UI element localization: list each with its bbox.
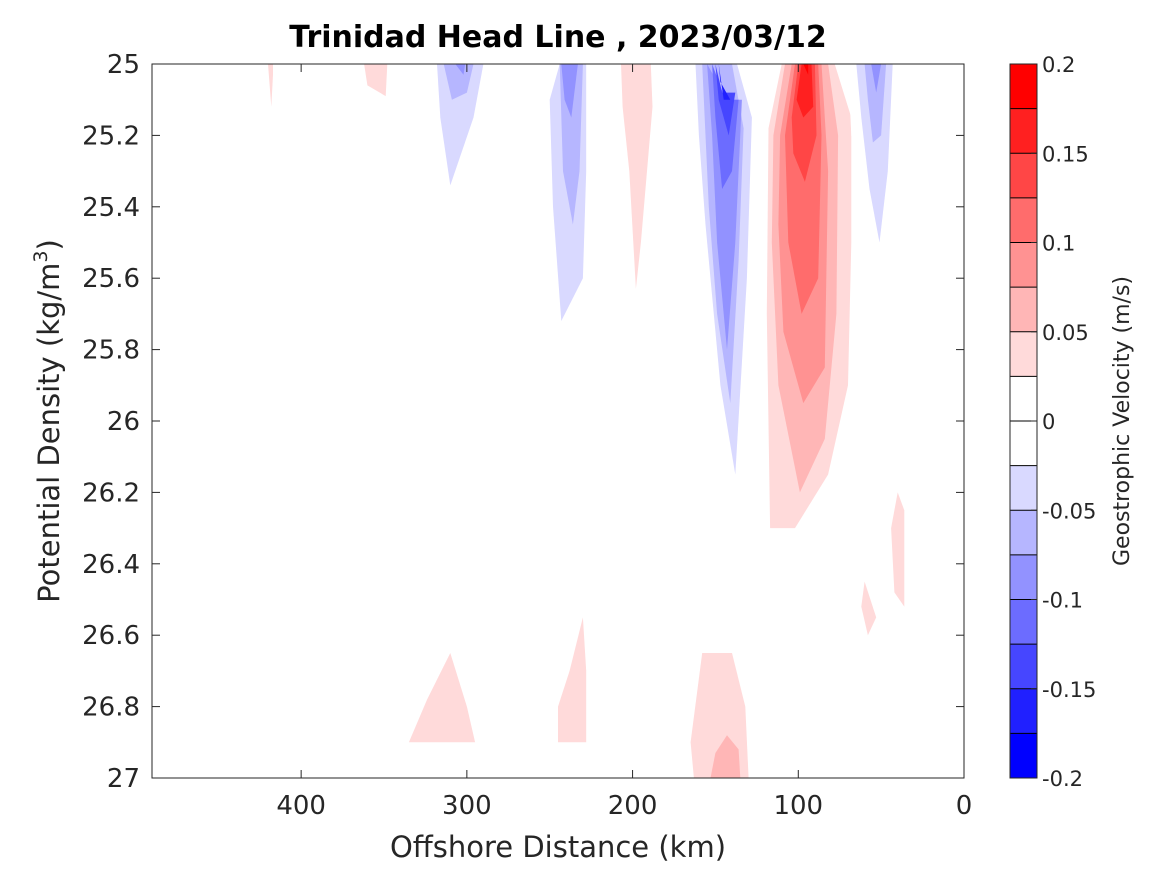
y-tick-label: 25.4: [82, 193, 140, 223]
colorbar-band: [1010, 554, 1037, 600]
colorbar-band: [1010, 644, 1037, 689]
y-tick-label: 25.2: [82, 121, 140, 151]
y-tick-label: 26.4: [82, 550, 140, 580]
colorbar-band: [1010, 242, 1037, 288]
colorbar-band: [1010, 465, 1037, 511]
chart-title: Trinidad Head Line , 2023/03/12: [289, 20, 826, 55]
negative-velocity-region: [864, 64, 887, 143]
colorbar-tick-label: -0.15: [1042, 678, 1096, 702]
y-tick-label: 25: [107, 50, 140, 80]
x-tick-label: 200: [608, 791, 658, 821]
y-tick-label: 27: [107, 764, 140, 794]
x-axis-title: Offshore Distance (km): [390, 830, 726, 864]
colorbar: 0.2 0.15 0.1 0.05 0 -0.05 -0.1 -0.15 -0.2 Geostr…: [1009, 53, 1135, 791]
positive-velocity-region: [861, 581, 877, 636]
negative-velocity-region: [561, 64, 578, 118]
negative-velocity-region: [443, 64, 474, 100]
colorbar-band: [1010, 153, 1037, 198]
colorbar-tick-label: 0.2: [1042, 53, 1075, 77]
y-tick-label: 26: [107, 407, 140, 437]
y-tick-label: 26.6: [82, 621, 140, 651]
colorbar-tick-label: -0.1: [1042, 589, 1083, 613]
negative-velocity-region: [309, 64, 351, 257]
colorbar-tick-label: 0: [1042, 410, 1055, 434]
y-tick-label: 25.6: [82, 264, 140, 294]
colorbar-band: [1010, 421, 1037, 466]
contour-regions: [268, 64, 905, 778]
y-axis-title-superscript: 3: [30, 250, 52, 262]
colorbar-label: Geostrophic Velocity (m/s): [1110, 276, 1135, 566]
negative-velocity-region: [437, 64, 484, 186]
colorbar-band: [1010, 599, 1037, 645]
positive-velocity-region: [558, 617, 587, 743]
colorbar-band: [1010, 64, 1037, 109]
colorbar-tick-label: 0.15: [1042, 142, 1089, 166]
colorbar-tick-label: -0.2: [1042, 767, 1083, 791]
plot-area: 400 300 200 100 0 25 25.2 25.4 25.6 25.8 26 26.2 26…: [82, 50, 972, 821]
colorbar-band: [1010, 108, 1037, 154]
x-tick-label: 300: [442, 791, 492, 821]
positive-velocity-region: [408, 653, 476, 743]
colorbar-tick-label: -0.05: [1042, 499, 1096, 523]
positive-velocity-region: [364, 64, 388, 97]
colorbar-bands: [1010, 64, 1037, 778]
negative-velocity-region: [417, 64, 497, 343]
negative-velocity-region: [871, 64, 882, 93]
colorbar-band: [1010, 376, 1037, 421]
colorbar-tick-label: 0.1: [1042, 232, 1075, 256]
x-axis: 400 300 200 100 0: [276, 64, 972, 821]
y-axis-title-suffix: ): [32, 239, 66, 250]
negative-velocity-region: [856, 64, 893, 243]
colorbar-band: [1010, 733, 1037, 778]
positive-velocity-region: [621, 64, 653, 289]
y-axis-title-prefix: Potential Density (kg/m: [32, 263, 66, 603]
positive-velocity-region: [796, 64, 814, 118]
x-tick-label: 0: [956, 791, 973, 821]
y-axis: 25 25.2 25.4 25.6 25.8 26 26.2 26.4 26.6 26.8 27: [82, 50, 964, 794]
y-tick-label: 26.2: [82, 478, 140, 508]
x-tick-label: 400: [276, 791, 326, 821]
colorbar-band: [1010, 510, 1037, 555]
colorbar-band: [1010, 287, 1037, 332]
negative-velocity-region: [718, 64, 731, 100]
positive-velocity-region: [710, 735, 741, 778]
x-tick-label: 100: [773, 791, 823, 821]
y-tick-label: 26.8: [82, 693, 140, 723]
positive-velocity-region: [891, 492, 905, 607]
colorbar-tick-label: 0.05: [1042, 321, 1089, 345]
negative-velocity-region: [559, 64, 583, 225]
colorbar-band: [1010, 197, 1037, 243]
negative-velocity-region: [778, 653, 848, 778]
y-tick-label: 25.8: [82, 336, 140, 366]
positive-velocity-region: [803, 64, 809, 75]
colorbar-band: [1010, 688, 1037, 734]
y-axis-title: Potential Density (kg/m3): [30, 239, 66, 603]
negative-velocity-region: [455, 64, 466, 75]
positive-velocity-region: [268, 64, 273, 107]
colorbar-ticks: 0.2 0.15 0.1 0.05 0 -0.05 -0.1 -0.15 -0.2: [1031, 53, 1096, 791]
colorbar-band: [1010, 331, 1037, 377]
